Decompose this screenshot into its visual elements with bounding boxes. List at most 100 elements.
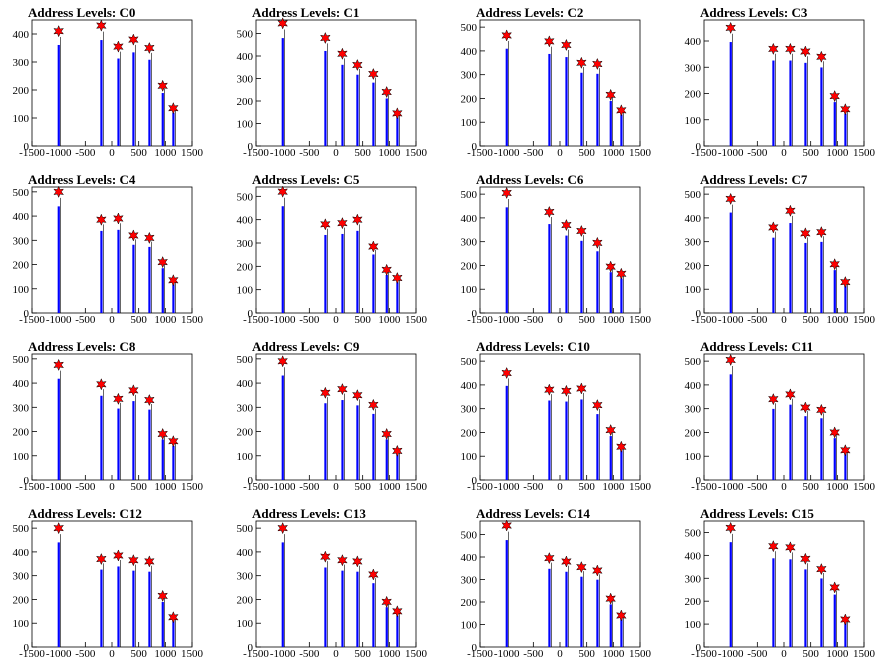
peak-marker-star: [605, 88, 617, 102]
plot-frame: [703, 19, 865, 147]
y-tick-label: 400: [13, 547, 30, 559]
panel-title: Address Levels: C3: [700, 5, 808, 20]
peak-marker-star: [113, 392, 124, 406]
plot-frame: [703, 353, 865, 481]
x-tick-label: -1000: [46, 481, 72, 493]
peak-marker-star: [53, 25, 65, 38]
y-tick-label: 300: [237, 402, 254, 414]
x-tick-label: -1000: [270, 481, 296, 493]
panel-title: Address Levels: C4: [28, 172, 136, 187]
peak-marker-star: [543, 35, 555, 48]
histogram-spike: [117, 58, 120, 146]
panel-title: Address Levels: C6: [476, 172, 584, 187]
y-tick-label: 300: [685, 404, 702, 416]
peak-marker-star: [725, 521, 737, 535]
peak-marker-star: [53, 358, 65, 372]
histogram-spike: [385, 607, 388, 647]
histogram-spike: [596, 579, 599, 647]
histogram-spike: [172, 112, 175, 146]
x-tick-label: 1500: [853, 481, 876, 493]
x-tick-label: -500: [523, 314, 544, 326]
y-tick-label: 200: [237, 261, 254, 273]
x-tick-label: -500: [523, 648, 544, 660]
histogram-spike: [356, 405, 359, 480]
histogram-spike: [396, 615, 399, 647]
y-tick-label: 200: [13, 594, 30, 606]
y-tick-label: 100: [685, 619, 702, 631]
peak-marker-star: [319, 386, 331, 399]
y-tick-label: 0: [472, 141, 478, 153]
x-tick-label: -1000: [270, 147, 296, 159]
x-tick-label: 1500: [181, 648, 204, 660]
y-tick-label: 0: [24, 475, 30, 487]
peak-marker-star: [605, 592, 617, 605]
x-tick-label: 500: [578, 314, 595, 326]
x-tick-label: 0: [781, 481, 787, 493]
histogram-spike: [565, 235, 568, 313]
y-tick-label: 200: [685, 89, 702, 101]
peak-marker-star: [815, 562, 827, 576]
histogram-spike: [609, 272, 612, 313]
y-tick-label: 300: [237, 571, 254, 583]
x-tick-label: 1000: [602, 147, 625, 159]
x-tick-label: 1000: [602, 481, 625, 493]
histogram-spike: [372, 413, 375, 480]
peak-marker-star: [829, 581, 841, 594]
peak-marker-star: [381, 85, 393, 99]
peak-marker-star: [277, 521, 289, 535]
y-tick-label: 300: [461, 70, 478, 82]
peak-marker-star: [381, 263, 393, 277]
y-tick-label: 100: [237, 285, 254, 297]
y-tick-label: 200: [237, 594, 254, 606]
x-tick-label: -500: [747, 481, 768, 493]
x-tick-label: -1000: [494, 648, 520, 660]
x-tick-label: -500: [299, 314, 320, 326]
peak-marker-star: [561, 555, 572, 568]
peak-marker-star: [95, 378, 107, 391]
histogram-spike: [820, 241, 823, 313]
x-tick-label: 1000: [154, 147, 177, 159]
x-tick-label: 500: [130, 648, 147, 660]
peak-marker-star: [501, 519, 513, 532]
y-tick-label: 0: [248, 642, 254, 654]
histogram-spike: [117, 566, 120, 647]
x-tick-label: -1000: [718, 147, 744, 159]
histogram-spike: [844, 453, 847, 480]
plot-frame: [31, 520, 193, 648]
y-tick-label: 400: [237, 547, 254, 559]
y-tick-label: 100: [13, 451, 30, 463]
histogram-spike: [57, 44, 60, 147]
peak-marker-star: [815, 225, 827, 239]
y-tick-label: 200: [13, 260, 30, 272]
y-tick-label: 200: [461, 260, 478, 272]
peak-marker-star: [167, 611, 179, 624]
x-tick-label: -1000: [46, 147, 72, 159]
x-tick-label: 1500: [853, 648, 876, 660]
y-tick-label: 400: [237, 378, 254, 390]
x-tick-label: -500: [747, 648, 768, 660]
histogram-spike: [161, 602, 164, 647]
histogram-spike: [324, 403, 327, 480]
panel-7: Address Levels: C70100200300400500-1500-…: [685, 172, 876, 326]
y-tick-label: 500: [461, 356, 478, 368]
x-tick-label: 500: [802, 147, 819, 159]
histogram-spike: [620, 450, 623, 480]
y-tick-label: 100: [461, 451, 478, 463]
x-tick-label: -1500: [19, 314, 45, 326]
y-tick-label: 0: [472, 642, 478, 654]
y-tick-label: 0: [24, 308, 30, 320]
peak-marker-star: [367, 568, 379, 581]
x-tick-label: 0: [109, 314, 115, 326]
x-tick-label: 1000: [378, 147, 401, 159]
x-tick-label: 500: [578, 648, 595, 660]
peak-marker-star: [839, 103, 851, 116]
x-tick-label: -500: [75, 648, 96, 660]
peak-marker-star: [591, 398, 603, 412]
peak-marker-star: [829, 426, 841, 439]
peak-marker-star: [501, 29, 513, 42]
y-tick-label: 200: [461, 427, 478, 439]
peak-marker-star: [367, 398, 379, 412]
y-tick-label: 100: [685, 284, 702, 296]
histogram-spike: [548, 53, 551, 146]
histogram-spike: [505, 540, 508, 647]
